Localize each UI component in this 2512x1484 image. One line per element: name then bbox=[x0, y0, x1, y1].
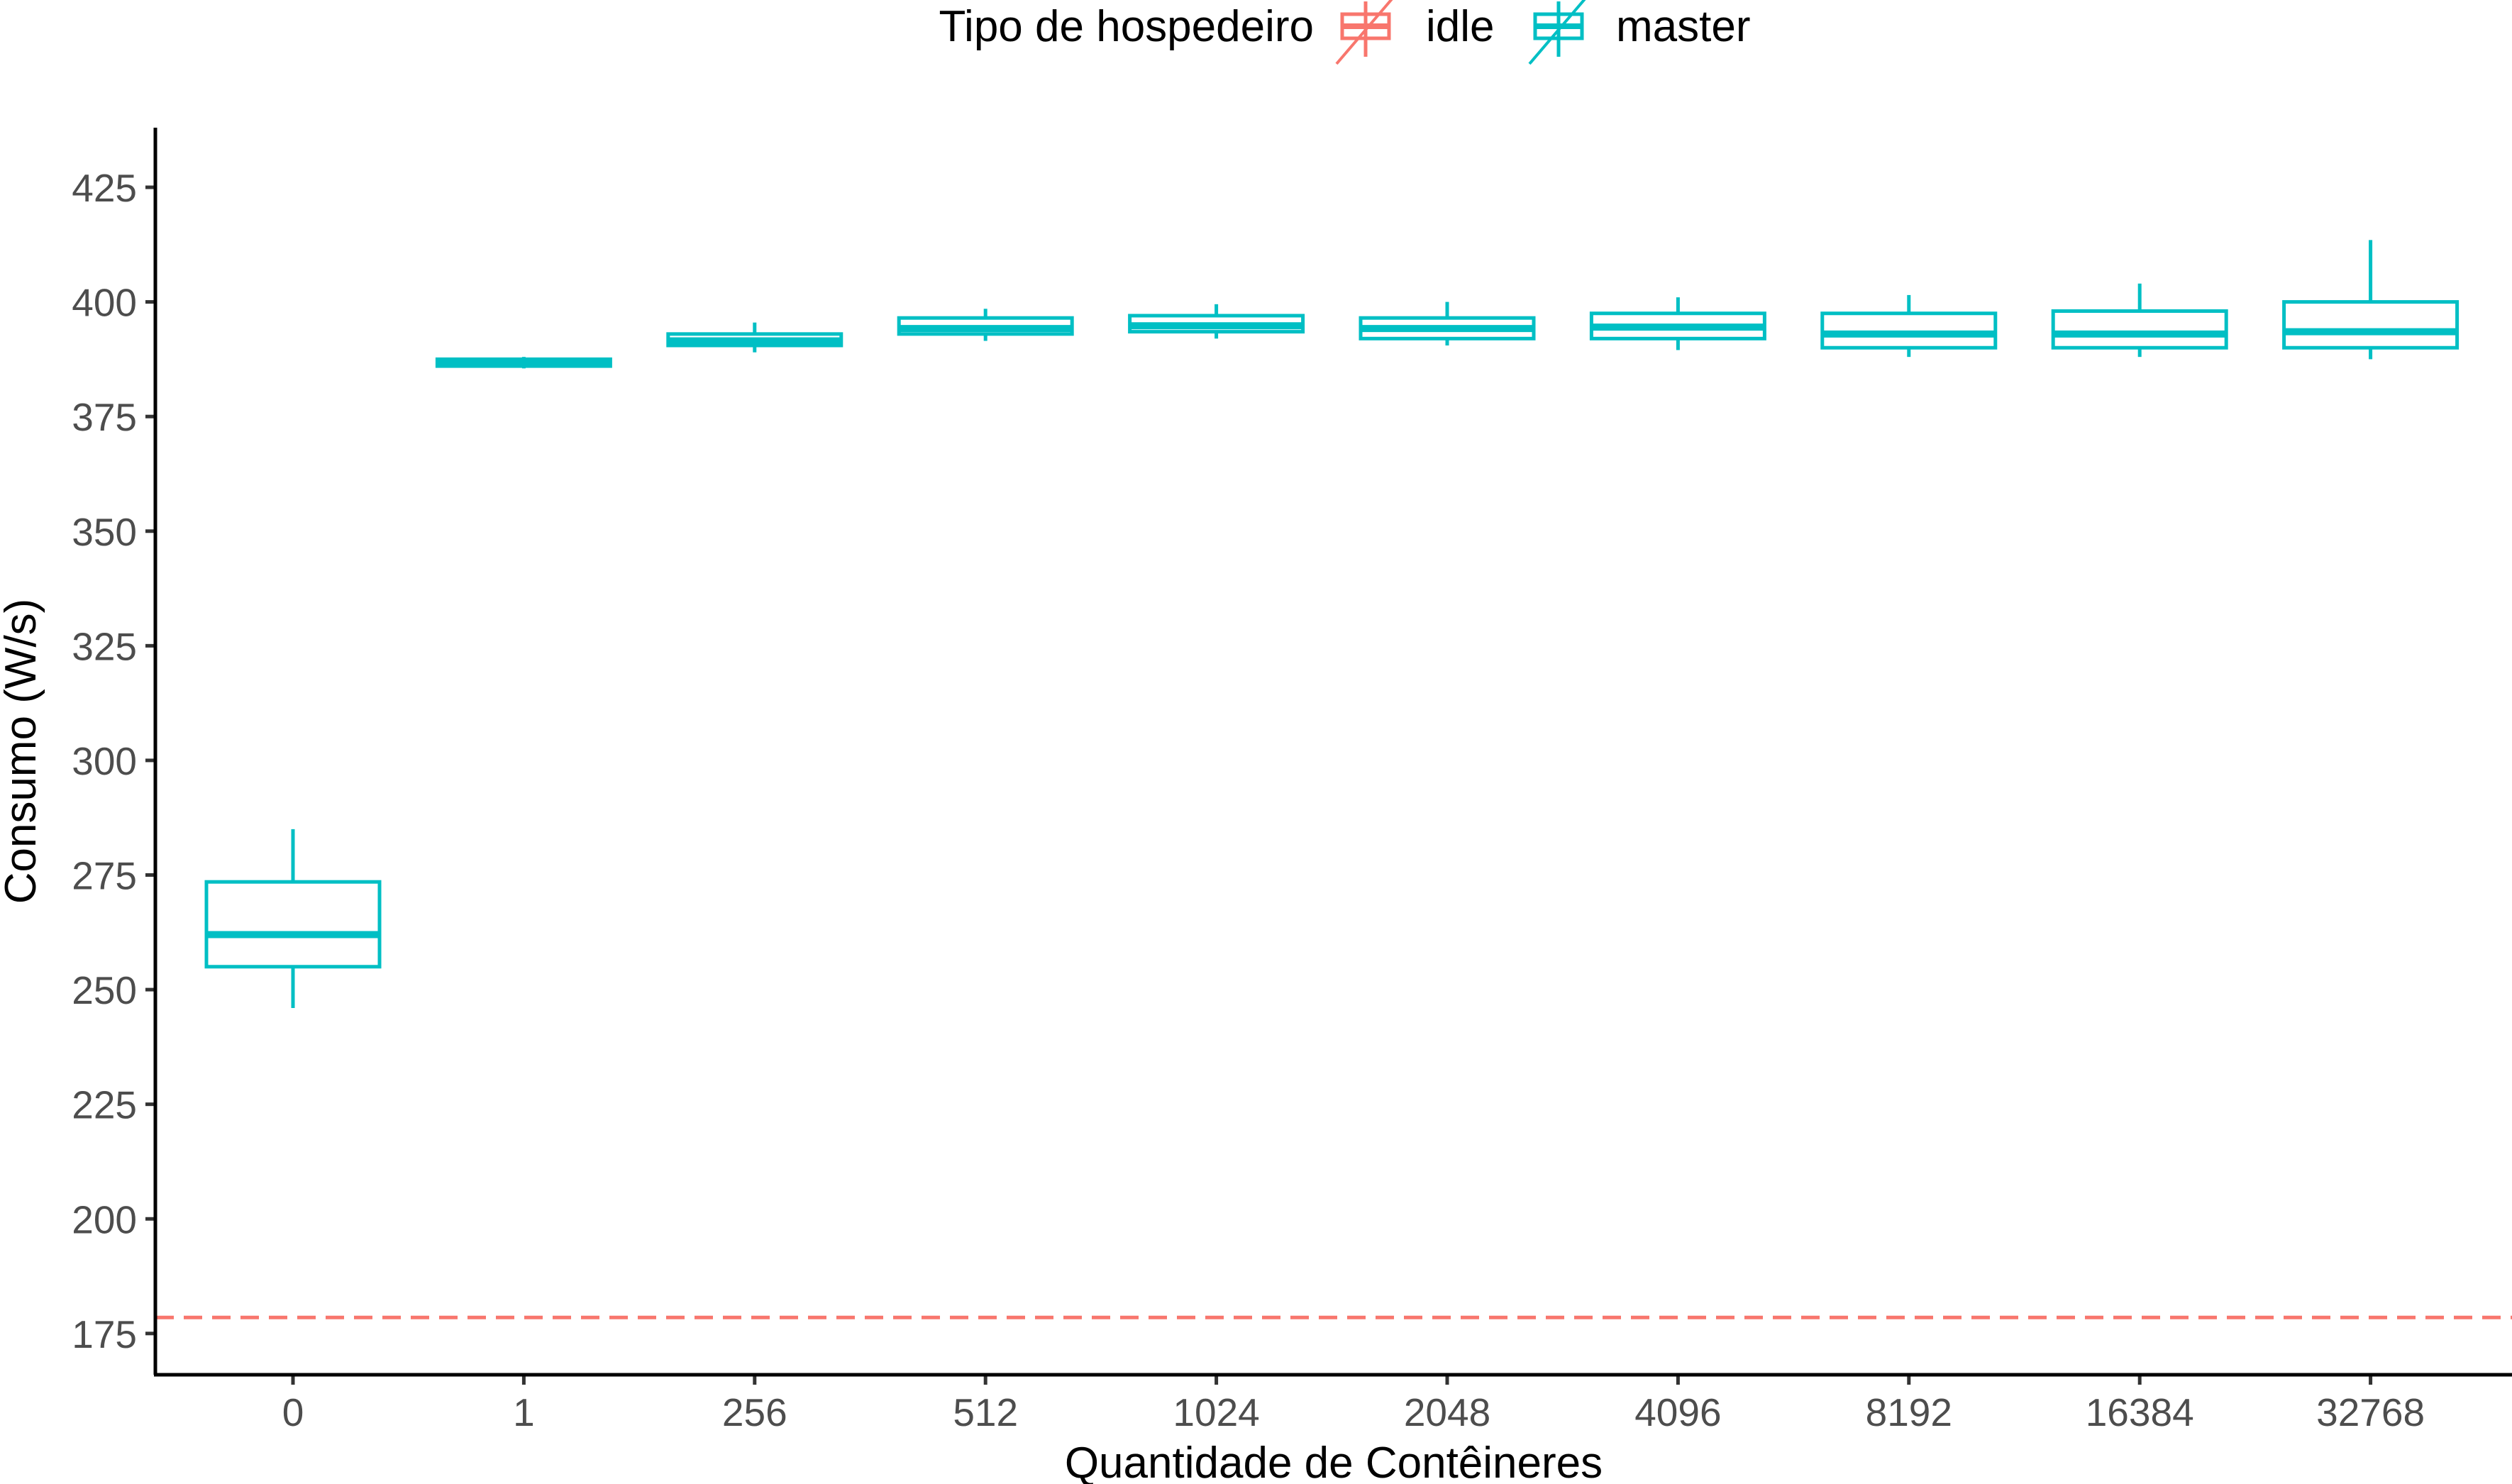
legend-key-idle bbox=[1335, 0, 1393, 65]
x-tick-label: 1 bbox=[513, 1390, 535, 1434]
x-tick-label: 32768 bbox=[2316, 1390, 2425, 1434]
box-512 bbox=[897, 309, 1074, 341]
legend-key-master bbox=[1528, 0, 1586, 65]
box-8192 bbox=[1820, 294, 1998, 358]
boxes bbox=[204, 240, 2460, 1008]
x-axis-title: Quantidade de Contêineres bbox=[1065, 1439, 1603, 1484]
y-tick-label: 350 bbox=[72, 510, 137, 554]
y-tick-label: 325 bbox=[72, 624, 137, 668]
box-0 bbox=[204, 829, 382, 1008]
box-256 bbox=[666, 322, 843, 353]
x-tick-label: 8192 bbox=[1866, 1390, 1952, 1434]
y-tick-label: 425 bbox=[72, 166, 137, 210]
x-tick-label: 4096 bbox=[1634, 1390, 1721, 1434]
y-tick-label: 250 bbox=[72, 968, 137, 1012]
x-tick-label: 256 bbox=[722, 1390, 787, 1434]
y-tick-label: 275 bbox=[72, 854, 137, 898]
y-axis-title: Consumo (W/s) bbox=[0, 599, 45, 904]
legend: Tipo de hospedeiro idle master bbox=[939, 0, 1750, 65]
box-body bbox=[2282, 300, 2460, 350]
box-body bbox=[2051, 309, 2228, 350]
legend-label-master: master bbox=[1616, 2, 1750, 51]
box-32768 bbox=[2282, 240, 2460, 360]
x-axis-ticks: 0 1 256 512 1024 2048 4096 8192 16384 32768 bbox=[282, 1375, 2425, 1434]
legend-label-idle: idle bbox=[1426, 2, 1495, 51]
box-2048 bbox=[1359, 301, 1536, 346]
box-1 bbox=[435, 357, 612, 369]
x-tick-label: 0 bbox=[282, 1390, 304, 1434]
x-tick-label: 1024 bbox=[1173, 1390, 1259, 1434]
x-tick-label: 512 bbox=[953, 1390, 1018, 1434]
y-tick-label: 300 bbox=[72, 739, 137, 783]
box-1024 bbox=[1128, 304, 1305, 339]
box-16384 bbox=[2051, 283, 2228, 358]
y-tick-label: 400 bbox=[72, 281, 137, 325]
x-tick-label: 16384 bbox=[2086, 1390, 2194, 1434]
y-tick-label: 375 bbox=[72, 395, 137, 439]
box-body bbox=[204, 880, 382, 969]
x-tick-label: 2048 bbox=[1404, 1390, 1490, 1434]
y-tick-label: 200 bbox=[72, 1197, 137, 1241]
y-axis-ticks: 175 200 225 250 275 300 325 350 375 400 425 bbox=[72, 166, 155, 1356]
y-tick-label: 175 bbox=[72, 1312, 137, 1356]
box-4096 bbox=[1589, 297, 1766, 350]
y-tick-label: 225 bbox=[72, 1083, 137, 1127]
legend-title: Tipo de hospedeiro bbox=[939, 2, 1314, 51]
